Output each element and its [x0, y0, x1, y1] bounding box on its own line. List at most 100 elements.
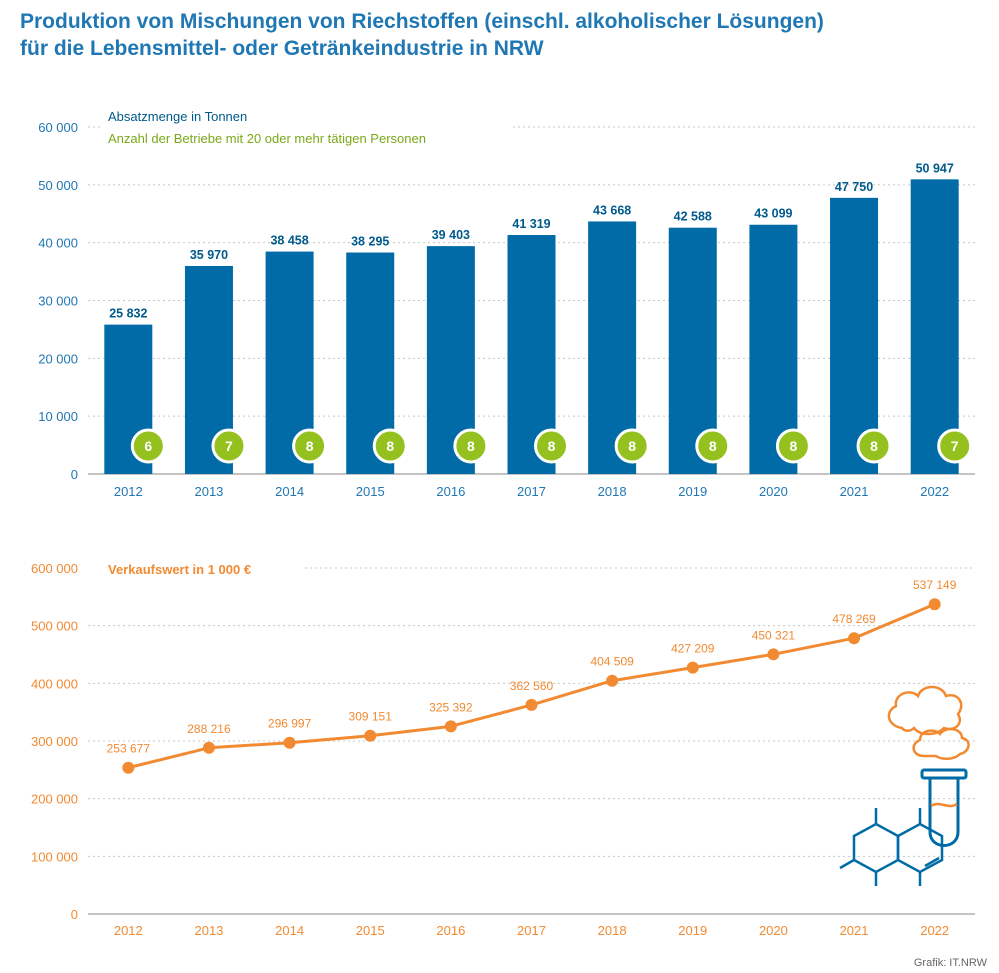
data-point: [444, 720, 457, 733]
badge-value-label: 7: [225, 438, 233, 454]
credit: Grafik: IT.NRW: [913, 957, 987, 969]
point-value-label: 427 209: [671, 642, 715, 656]
x-tick-label: 2014: [275, 923, 304, 938]
badge-value-label: 8: [709, 438, 717, 454]
x-tick-label: 2012: [114, 923, 143, 938]
badge-value-label: 8: [870, 438, 878, 454]
badge-circle: [130, 428, 166, 464]
badge-value-label: 6: [144, 438, 152, 454]
y-tick-label: 100 000: [31, 849, 78, 864]
data-point: [283, 736, 296, 749]
badge-value-label: 7: [951, 438, 959, 454]
x-tick-label: 2012: [114, 484, 143, 499]
badge-circle: [695, 428, 731, 464]
data-point: [202, 741, 215, 754]
badge-circle: [614, 428, 650, 464]
x-tick-label: 2015: [356, 923, 385, 938]
x-tick-label: 2022: [920, 484, 949, 499]
x-tick-label: 2014: [275, 484, 304, 499]
y-tick-label: 400 000: [31, 676, 78, 691]
badge-circle: [775, 428, 811, 464]
chart-title: Produktion von Mischungen von Riechstoff…: [20, 8, 980, 62]
data-point: [606, 674, 619, 687]
y-tick-label: 0: [71, 907, 78, 922]
badge-value-label: 8: [790, 438, 798, 454]
molecule-icon: [839, 808, 944, 886]
data-point: [928, 598, 941, 611]
bar-value-label: 43 099: [754, 207, 792, 221]
y-tick-label: 20 000: [38, 351, 78, 366]
y-tick-label: 300 000: [31, 734, 78, 749]
point-value-label: 253 677: [107, 742, 151, 756]
title-line-1: Produktion von Mischungen von Riechstoff…: [20, 10, 824, 33]
point-value-label: 288 216: [187, 722, 231, 736]
x-tick-label: 2017: [517, 484, 546, 499]
point-value-label: 537 149: [913, 578, 957, 592]
legend-badge-series: Anzahl der Betriebe mit 20 oder mehr tät…: [108, 131, 426, 146]
x-tick-label: 2016: [436, 484, 465, 499]
y-tick-label: 600 000: [31, 561, 78, 576]
y-tick-label: 500 000: [31, 619, 78, 634]
bar-value-label: 41 319: [512, 217, 550, 231]
point-value-label: 325 392: [429, 700, 473, 714]
point-value-label: 478 269: [832, 612, 876, 626]
y-tick-label: 0: [71, 467, 78, 482]
bar-value-label: 38 458: [270, 234, 308, 248]
x-tick-label: 2020: [759, 484, 788, 499]
bar: [910, 179, 959, 475]
x-tick-label: 2020: [759, 923, 788, 938]
badge-circle: [211, 428, 247, 464]
point-value-label: 296 997: [268, 717, 312, 731]
y-tick-label: 30 000: [38, 294, 78, 309]
badge-value-label: 8: [306, 438, 314, 454]
legend-line-series: Verkaufswert in 1 000 €: [108, 562, 251, 577]
y-tick-label: 40 000: [38, 236, 78, 251]
badge-circle: [292, 428, 328, 464]
bar: [830, 197, 879, 475]
badge-value-label: 8: [628, 438, 636, 454]
point-value-label: 404 509: [590, 655, 634, 669]
x-tick-label: 2019: [678, 484, 707, 499]
test-tube-icon: [920, 768, 968, 847]
bar-value-label: 50 947: [916, 161, 954, 175]
badge-circle: [937, 428, 973, 464]
x-tick-label: 2013: [194, 484, 223, 499]
x-tick-label: 2021: [840, 484, 869, 499]
line-chart: 0 100 000 200 000 300 000 400 000 500 000 600 …: [31, 561, 975, 938]
data-point: [686, 661, 699, 674]
y-tick-label: 50 000: [38, 178, 78, 193]
bar-value-label: 35 970: [190, 248, 228, 262]
x-tick-label: 2017: [517, 923, 546, 938]
data-point: [525, 698, 538, 711]
badge-value-label: 8: [467, 438, 475, 454]
bar-value-label: 39 403: [432, 228, 470, 242]
data-point: [364, 729, 377, 742]
x-tick-label: 2018: [598, 923, 627, 938]
x-tick-label: 2015: [356, 484, 385, 499]
data-point: [767, 648, 780, 661]
badge-circle: [856, 428, 892, 464]
title-line-2: für die Lebensmittel- oder Getränkeindus…: [20, 37, 544, 60]
x-tick-label: 2013: [194, 923, 223, 938]
point-value-label: 450 321: [752, 628, 796, 642]
x-tick-label: 2021: [840, 923, 869, 938]
data-point: [122, 761, 135, 774]
badge-value-label: 8: [548, 438, 556, 454]
y-tick-label: 200 000: [31, 792, 78, 807]
point-value-label: 309 151: [349, 710, 393, 724]
cloud-icon: [887, 685, 970, 760]
y-tick-label: 60 000: [38, 120, 78, 135]
data-point: [848, 632, 861, 645]
bar-value-label: 47 750: [835, 180, 873, 194]
bar-value-label: 43 668: [593, 203, 631, 217]
badge-circle: [453, 428, 489, 464]
x-tick-label: 2019: [678, 923, 707, 938]
badge-circle: [534, 428, 569, 464]
legend-bar-series: Absatzmenge in Tonnen: [108, 109, 247, 124]
legend-background: [100, 104, 510, 154]
x-tick-label: 2018: [598, 484, 627, 499]
bar-chart: 0 10 000 20 000 30 000 40 000 50 000 60 000 25 …: [38, 104, 975, 499]
badge-value-label: 8: [386, 438, 394, 454]
point-value-label: 362 560: [510, 679, 554, 693]
